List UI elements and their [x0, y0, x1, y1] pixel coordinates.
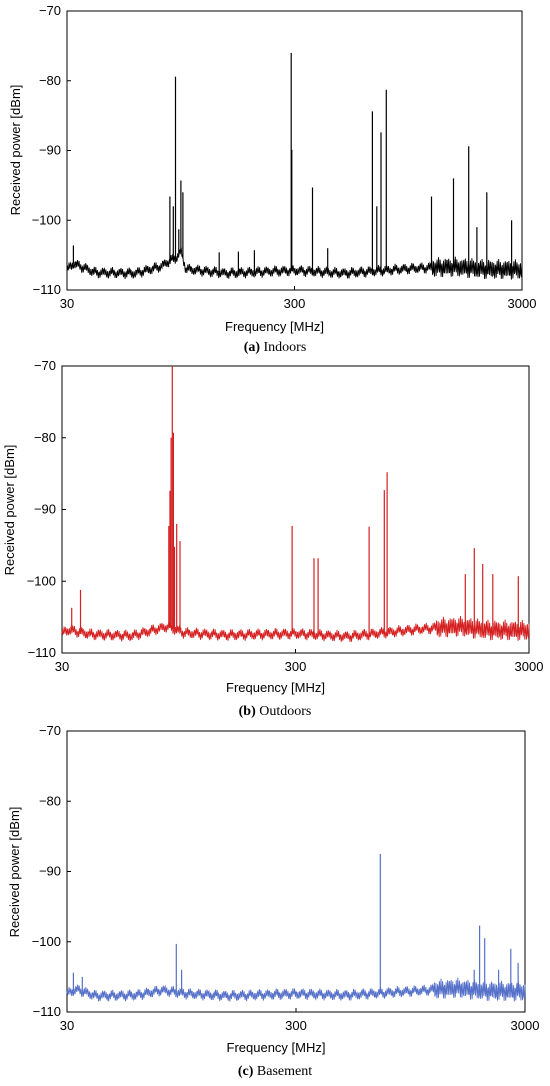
x-tick-label: 30 [60, 1018, 74, 1033]
x-axis-label: Frequency [MHz] [226, 680, 325, 695]
noise-floor-trace [66, 977, 526, 1002]
caption-letter: (a) [243, 340, 261, 355]
x-tick-label: 300 [284, 296, 306, 311]
y-tick-label: −110 [33, 282, 61, 297]
y-tick-label: −100 [32, 212, 61, 227]
y-tick-label: −80 [39, 73, 61, 88]
x-axis-label: Frequency [MHz] [227, 1040, 326, 1055]
x-tick-label: 300 [285, 1018, 307, 1033]
y-tick-label: −110 [28, 645, 56, 660]
y-tick-label: −70 [34, 358, 56, 373]
caption-outdoors: (b) Outdoors [0, 704, 550, 720]
y-tick-label: −110 [33, 1004, 61, 1019]
y-tick-label: −80 [39, 793, 61, 808]
x-tick-label: 30 [55, 659, 69, 674]
y-axis-label: Received power [dBm] [8, 85, 23, 216]
noise-floor-trace [61, 615, 530, 642]
y-tick-label: −90 [39, 143, 61, 158]
caption-letter: (c) [237, 1064, 254, 1079]
y-tick-label: −80 [34, 430, 56, 445]
chart-panel-basement: −70 −80 −90 −100 −110 30 300 3000 Frequency [MHz… [0, 720, 550, 1086]
y-tick-label: −70 [39, 3, 61, 18]
y-tick-label: −90 [34, 502, 56, 517]
caption-basement: (c) Basement [0, 1064, 550, 1080]
plot-frame [61, 365, 530, 654]
x-tick-label: 3000 [508, 296, 537, 311]
chart-panel-outdoors: −70 −80 −90 −100 −110 30 300 3000 Frequency [MHz… [0, 355, 550, 720]
x-axis-label: Frequency [MHz] [225, 319, 324, 334]
caption-text: Outdoors [259, 704, 312, 719]
y-tick-label: −100 [32, 934, 61, 949]
y-axis-label: Received power [dBm] [2, 445, 17, 576]
noise-floor-trace [66, 247, 523, 280]
x-tick-label: 30 [60, 296, 74, 311]
chart-panel-indoors: −70 −80 −90 −100 −110 30 300 3000 Frequency [MHz… [0, 0, 550, 362]
caption-text: Basement [256, 1064, 313, 1079]
x-tick-label: 300 [285, 659, 307, 674]
caption-indoors: (a) Indoors [0, 340, 550, 356]
x-tick-label: 3000 [515, 659, 544, 674]
y-axis-label: Received power [dBm] [7, 807, 22, 938]
caption-text: Indoors [263, 340, 307, 355]
y-tick-label: −90 [39, 864, 61, 879]
y-tick-label: −100 [27, 573, 56, 588]
caption-letter: (b) [238, 704, 256, 719]
x-tick-label: 3000 [511, 1018, 540, 1033]
y-tick-label: −70 [39, 723, 61, 738]
plot-frame [66, 730, 526, 1013]
